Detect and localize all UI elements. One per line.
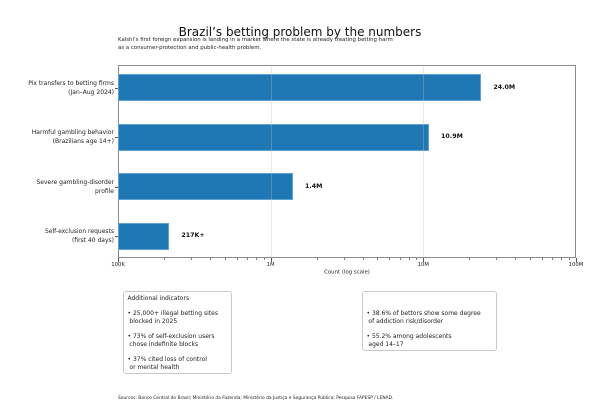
x-minor-tick xyxy=(389,258,391,260)
x-minor-tick xyxy=(469,258,471,260)
chart-subtitle: Kalshi’s first foreign expansion is land… xyxy=(118,37,393,51)
box-title xyxy=(367,295,494,303)
x-tick-label-10m: 10M xyxy=(417,262,429,268)
x-minor-tick xyxy=(408,258,410,260)
x-minor-tick xyxy=(343,258,345,260)
bullet-loss-of-control: • 37% cited loss of control or mental he… xyxy=(127,356,207,371)
y-label-severe-disorder: Severe gambling-disorder profile xyxy=(36,178,114,195)
x-minor-tick xyxy=(530,258,532,260)
x-tick-label-100k: 100K xyxy=(111,262,125,268)
bullet-addiction-risk: • 38.6% of bettors show some degree of a… xyxy=(366,309,481,325)
sources-note: Sources: Banco Central do Brasil; Minist… xyxy=(118,396,394,401)
y-tick xyxy=(115,137,118,138)
x-minor-tick xyxy=(416,258,418,260)
x-minor-tick xyxy=(362,258,364,260)
x-minor-tick xyxy=(190,258,192,260)
x-minor-tick xyxy=(561,258,563,260)
chart-title: Brazil’s betting problem by the numbers xyxy=(178,25,422,39)
x-minor-tick xyxy=(236,258,238,260)
value-label-harmful-gambling: 10.9M xyxy=(441,133,463,140)
x-minor-tick xyxy=(255,258,257,260)
x-major-tick xyxy=(576,258,577,262)
x-major-tick xyxy=(118,258,119,262)
y-tick xyxy=(115,186,118,188)
x-minor-tick xyxy=(224,258,226,260)
bullet-illegal-sites: • 25,000+ illegal betting sites blocked … xyxy=(127,309,218,325)
x-minor-tick xyxy=(542,258,544,260)
x-minor-tick xyxy=(316,258,318,260)
x-axis-label: Count (log scale) xyxy=(324,269,370,276)
bullet-adolescents: • 55.2% among adolescents aged 14–17 xyxy=(366,332,452,348)
x-minor-tick xyxy=(569,258,570,260)
x-major-tick xyxy=(423,258,425,262)
x-minor-tick xyxy=(163,258,165,260)
x-major-tick xyxy=(270,258,272,262)
bar-harmful-gambling xyxy=(118,123,430,151)
bar-self-exclusion xyxy=(118,222,170,250)
addiction-risk-box: • 38.6% of bettors show some degree of a… xyxy=(362,291,497,351)
x-tick-label-1m: 1M xyxy=(266,262,275,268)
x-minor-tick xyxy=(399,258,401,260)
y-tick xyxy=(115,87,118,89)
value-label-self-exclusion: 217K+ xyxy=(181,232,205,239)
x-tick-label-100m: 100M xyxy=(568,262,584,268)
x-minor-tick xyxy=(263,258,265,260)
x-minor-tick xyxy=(552,258,554,260)
y-label-self-exclusion: Self-exclusion requests (first 40 days) xyxy=(44,228,114,244)
value-label-pix-transfers: 24.0M xyxy=(493,83,516,91)
y-tick xyxy=(115,236,118,237)
box-title: Additional indicators xyxy=(127,294,190,302)
y-label-harmful-gambling: Harmful gambling behavior (Brazilians ag… xyxy=(31,129,114,145)
x-minor-tick xyxy=(377,258,379,260)
x-gridline xyxy=(423,65,425,258)
bar-pix-transfers xyxy=(118,74,482,101)
bar-severe-disorder xyxy=(118,173,293,200)
value-label-severe-disorder: 1.4M xyxy=(304,182,323,190)
bullet-indefinite-blocks: • 73% of self-exclusion users chose inde… xyxy=(127,332,215,348)
x-minor-tick xyxy=(209,258,211,260)
x-gridline xyxy=(270,65,272,258)
plot-inner: 24.0M 10.9M 1.4M 217K+ xyxy=(118,65,576,258)
x-minor-tick xyxy=(496,258,498,260)
additional-indicators-box: Additional indicators • 25,000+ illegal … xyxy=(123,291,232,374)
x-minor-tick xyxy=(515,258,517,260)
plot-area: 24.0M 10.9M 1.4M 217K+ xyxy=(118,65,576,258)
y-label-pix-transfers: Pix transfers to betting firms (Jan–Aug … xyxy=(28,79,114,96)
x-minor-tick xyxy=(247,258,249,260)
